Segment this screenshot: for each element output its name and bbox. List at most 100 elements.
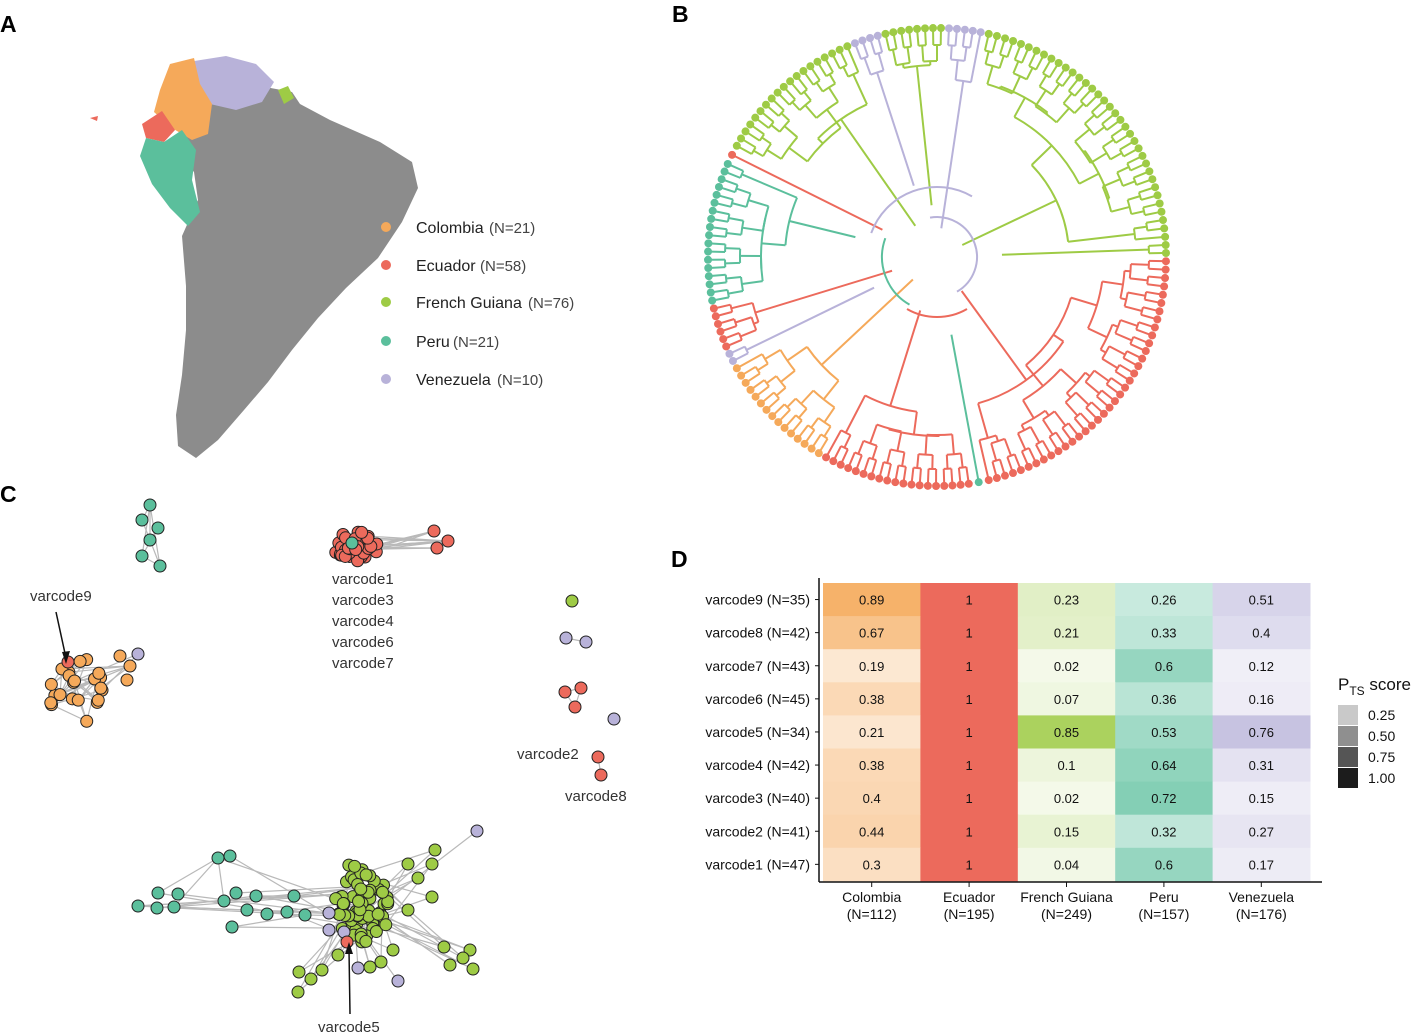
tree-branch <box>1106 120 1119 131</box>
tree-branch <box>1079 90 1091 102</box>
heat-cell <box>1115 814 1214 849</box>
legend-item-french-guiana: French Guiana (N=76) <box>381 295 574 312</box>
network-node <box>61 655 75 669</box>
tree-branch <box>741 280 763 286</box>
tree-branch <box>918 468 922 483</box>
tree-branch <box>726 171 741 179</box>
tree-branch <box>1073 412 1082 420</box>
tree-branch <box>778 94 791 106</box>
tree-tip <box>897 26 906 35</box>
legend-country: Ecuador <box>416 258 476 275</box>
tree-branch <box>762 143 772 157</box>
heat-cell-value: 0.85 <box>1054 725 1079 740</box>
tree-branch <box>716 303 731 309</box>
tree-branch <box>773 403 786 415</box>
network-node <box>354 882 368 896</box>
heat-cell <box>1115 682 1214 716</box>
tree-branch <box>1021 409 1046 426</box>
tree-branch <box>950 334 980 480</box>
col-count: (N=195) <box>944 906 995 922</box>
tree-tip <box>1075 73 1084 82</box>
tree-branch <box>792 419 803 432</box>
tree-tip <box>709 304 718 313</box>
tree-branch <box>1061 427 1072 440</box>
tree-branch <box>1096 395 1108 407</box>
tree-branch <box>1110 205 1130 213</box>
tree-branch <box>812 433 822 447</box>
tree-tip <box>1087 421 1096 430</box>
tree-branch <box>828 86 839 103</box>
tree-tip <box>787 429 796 438</box>
tree-branch <box>889 47 897 52</box>
heat-cell-value: 0.26 <box>1151 593 1176 608</box>
heat-cell-value: 0.67 <box>859 626 884 641</box>
tree-tip <box>1130 369 1139 378</box>
tree-branch <box>753 149 764 158</box>
tree-tip <box>984 29 993 38</box>
tree-branch <box>924 31 927 46</box>
tree-branch <box>798 408 808 419</box>
tree-tip <box>1134 362 1143 371</box>
tree-branch <box>990 437 1006 445</box>
tree-tip <box>807 444 816 453</box>
tree-branch <box>1130 163 1144 172</box>
network-node <box>428 843 442 857</box>
heat-cell-value: 0.15 <box>1249 791 1274 806</box>
pts-legend: PTS score 0.25 0.50 0.75 1.00 <box>1338 675 1411 788</box>
tree-branch <box>833 445 842 459</box>
heat-cell-value: 0.51 <box>1249 593 1274 608</box>
tree-branch <box>721 186 736 194</box>
tree-tip <box>722 342 731 351</box>
tree-branch <box>1132 228 1137 240</box>
tree-branch <box>764 348 781 360</box>
tree-branch <box>817 137 824 145</box>
tree-branch <box>984 49 993 54</box>
pts-legend-title: PTS score <box>1338 675 1411 698</box>
network-node <box>135 513 149 527</box>
tree-branch <box>901 452 906 467</box>
heat-cell <box>823 781 921 816</box>
tree-branch <box>901 63 905 69</box>
cluster-label-line: varcode4 <box>332 613 394 630</box>
tree-tip <box>1151 183 1160 192</box>
tree-branch <box>1110 127 1124 138</box>
tree-branch <box>804 72 815 86</box>
heat-cell-value: 0.1 <box>1057 758 1075 773</box>
tree-branch <box>843 434 852 449</box>
heat-cell <box>1212 781 1311 816</box>
tree-branch <box>1068 90 1076 97</box>
network-node <box>287 889 301 903</box>
tree-tip <box>1158 216 1167 225</box>
tree-tip <box>704 239 713 248</box>
tree-branch <box>1102 178 1121 188</box>
network-node <box>153 559 167 573</box>
tree-tip <box>720 167 729 176</box>
tree-branch <box>961 199 1057 246</box>
tree-branch <box>712 281 727 285</box>
tree-tip <box>1148 331 1157 340</box>
network-node <box>591 750 605 764</box>
map-colombia <box>154 58 212 140</box>
tree-branch <box>1145 290 1161 296</box>
tree-branch <box>761 242 786 247</box>
tree-tip <box>1145 339 1154 348</box>
tree-branch <box>886 463 892 478</box>
tree-tip <box>704 247 713 256</box>
tree-branch <box>1028 65 1037 71</box>
tree-branch <box>724 229 728 237</box>
tree-branch <box>885 36 891 51</box>
tree-branch <box>1042 60 1051 74</box>
tree-branch <box>718 310 733 317</box>
tree-branch <box>1064 401 1079 417</box>
tree-branch <box>726 232 742 236</box>
tree-branch <box>725 276 742 280</box>
tree-tip <box>741 127 750 136</box>
network-node <box>371 907 385 921</box>
heat-cell <box>1017 649 1116 683</box>
network-node <box>369 924 383 938</box>
tree-tip <box>1016 39 1025 48</box>
tree-tip <box>779 82 788 91</box>
tree-tip <box>1047 54 1056 63</box>
label-varcode-cluster: varcode1 varcode3 varcode4 varcode6 varc… <box>332 571 394 672</box>
tree-branch <box>812 389 836 409</box>
